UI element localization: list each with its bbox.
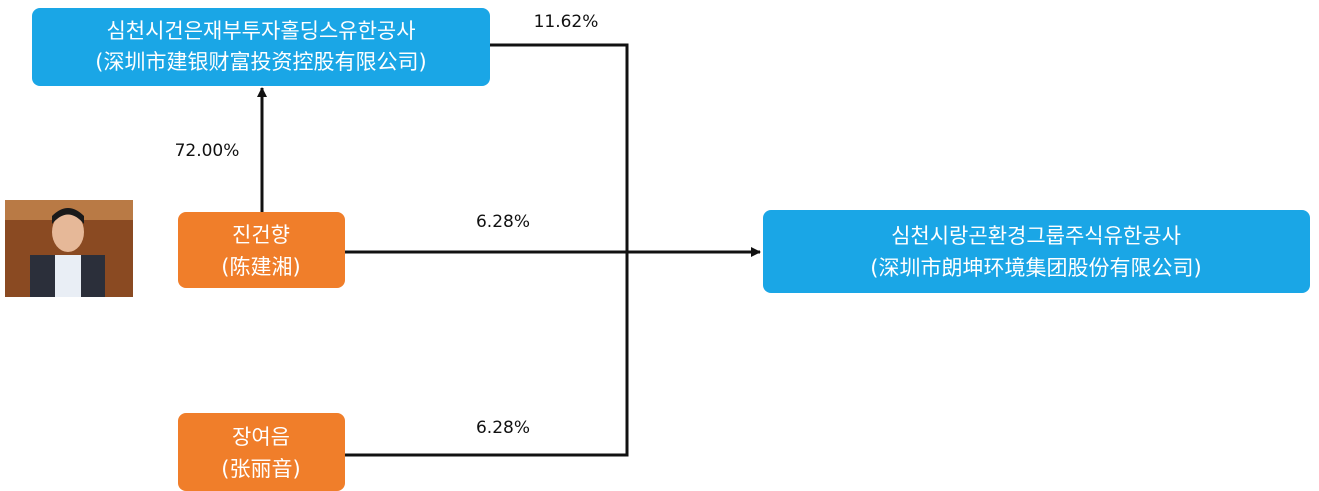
edge-line (345, 43, 629, 457)
person-name-cn: (张丽音) (221, 457, 300, 481)
company-name-cn: (深圳市朗坤环境集团股份有限公司) (870, 256, 1201, 280)
person-photo (5, 200, 133, 297)
company-box (763, 210, 1310, 293)
edge-label: 72.00% (175, 141, 240, 161)
edge-label: 6.28% (476, 212, 530, 232)
edge-label: 6.28% (476, 418, 530, 438)
person-name: 장여음 (232, 425, 290, 449)
edge-label: 11.62% (534, 12, 599, 32)
company-box (32, 8, 490, 86)
company-name-cn: (深圳市建银财富投资控股有限公司) (95, 50, 426, 74)
company-name: 심천시건은재부투자홀딩스유한공사 (106, 19, 415, 43)
person-name-cn: (陈建湘) (221, 255, 300, 279)
person-box (178, 413, 345, 491)
company-name: 심천시랑곤환경그룹주식유한공사 (891, 224, 1181, 248)
person-name: 진건향 (232, 223, 290, 247)
person-box (178, 212, 345, 288)
